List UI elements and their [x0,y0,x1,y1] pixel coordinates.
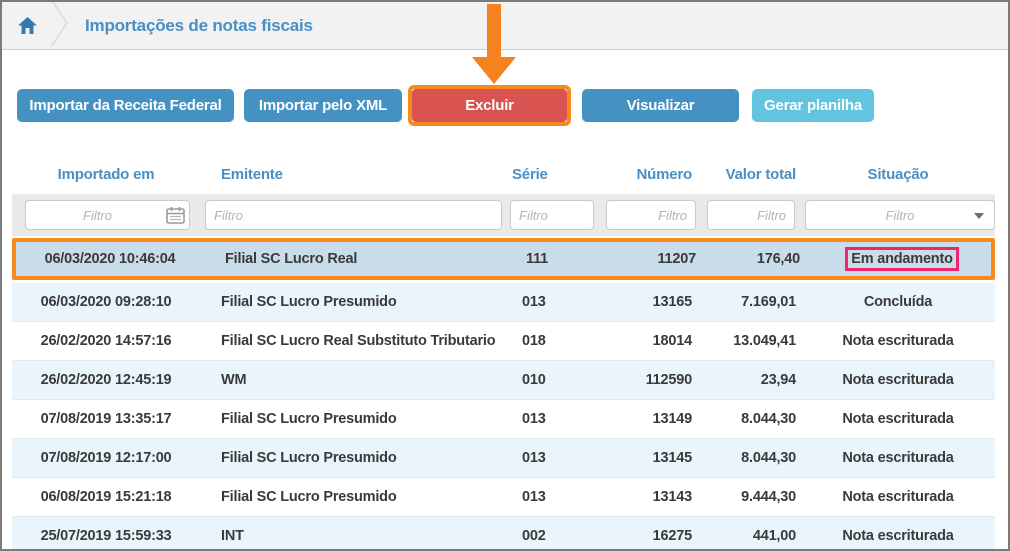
cell-numero: 18014 [652,333,693,349]
cell-situacao: Em andamento [805,246,999,272]
cell-emitente: Filial SC Lucro Presumido [221,489,397,505]
excluir-button[interactable]: Excluir [412,89,567,122]
cell-serie: 013 [522,489,546,505]
col-header-importado-em[interactable]: Importado em [57,165,155,183]
table-row[interactable]: 26/02/2020 14:57:16 Filial SC Lucro Real… [12,322,995,361]
cell-situacao: Nota escriturada [842,411,954,427]
filter-serie-input[interactable] [510,200,594,230]
importar-receita-federal-button[interactable]: Importar da Receita Federal [17,89,234,122]
cell-serie: 002 [522,528,546,544]
table-row[interactable]: 07/08/2019 12:17:00 Filial SC Lucro Pres… [12,439,995,478]
cell-valor-total: 7.169,01 [741,294,796,310]
cell-situacao: Nota escriturada [842,528,954,544]
callout-arrow-icon [472,4,516,84]
cell-serie: 013 [522,411,546,427]
cell-situacao: Nota escriturada [842,489,954,505]
chevron-right-icon [49,2,71,52]
filter-row: Filtro [12,194,995,236]
cell-valor-total: 441,00 [752,528,796,544]
table-row[interactable]: 25/07/2019 15:59:33 INT 002 16275 441,00… [12,517,995,549]
filter-situacao-placeholder: Filtro [885,207,915,223]
table-row[interactable]: 06/08/2019 15:21:18 Filial SC Lucro Pres… [12,478,995,517]
col-header-valor-total[interactable]: Valor total [725,165,797,183]
col-header-emitente[interactable]: Emitente [221,165,283,183]
cell-serie: 010 [522,372,546,388]
cell-serie: 013 [522,294,546,310]
cell-importado-em: 06/03/2020 09:28:10 [40,294,172,310]
cell-situacao: Concluída [863,294,933,310]
breadcrumb: Importações de notas fiscais [2,2,1008,50]
cell-importado-em: 07/08/2019 13:35:17 [40,411,172,427]
cell-numero: 112590 [645,372,693,388]
cell-valor-total: 13.049,41 [733,333,796,349]
home-icon[interactable] [18,17,37,34]
cell-situacao: Nota escriturada [842,372,954,388]
page-title: Importações de notas fiscais [85,15,313,35]
cell-emitente: Filial SC Lucro Real [225,251,358,267]
table-header-row: Importado em Emitente Série Número Valor… [12,154,995,194]
cell-numero: 16275 [652,528,693,544]
filter-situacao-select[interactable]: Filtro [805,200,995,230]
table-row[interactable]: 06/03/2020 10:46:04 Filial SC Lucro Real… [16,242,991,276]
col-header-serie[interactable]: Série [512,165,548,183]
table-row[interactable]: 26/02/2020 12:45:19 WM 010 112590 23,94 … [12,361,995,400]
calendar-icon[interactable] [166,206,185,224]
status-badge: Em andamento [845,246,959,272]
cell-emitente: INT [221,528,244,544]
cell-emitente: Filial SC Lucro Presumido [221,411,397,427]
cell-valor-total: 176,40 [756,251,800,267]
col-header-numero[interactable]: Número [636,165,693,183]
table-body: 06/03/2020 10:46:04 Filial SC Lucro Real… [12,238,995,549]
excluir-highlight-box: Excluir [408,85,571,126]
cell-importado-em: 26/02/2020 12:45:19 [40,372,172,388]
importar-xml-button[interactable]: Importar pelo XML [244,89,402,122]
cell-importado-em: 07/08/2019 12:17:00 [40,450,172,466]
gerar-planilha-button[interactable]: Gerar planilha [752,89,874,122]
cell-valor-total: 8.044,30 [741,411,796,427]
cell-valor-total: 8.044,30 [741,450,796,466]
cell-importado-em: 26/02/2020 14:57:16 [40,333,172,349]
toolbar: Importar da Receita Federal Importar pel… [2,85,1008,126]
cell-numero: 13143 [652,489,693,505]
cell-situacao: Nota escriturada [842,450,954,466]
cell-emitente: Filial SC Lucro Presumido [221,294,397,310]
cell-importado-em: 06/03/2020 10:46:04 [44,251,176,267]
visualizar-button[interactable]: Visualizar [582,89,739,122]
cell-serie: 013 [522,450,546,466]
cell-importado-em: 06/08/2019 15:21:18 [40,489,172,505]
col-header-situacao[interactable]: Situação [867,165,929,183]
cell-numero: 13165 [652,294,693,310]
selected-row-highlight: 06/03/2020 10:46:04 Filial SC Lucro Real… [12,238,995,280]
table-row[interactable]: 06/03/2020 09:28:10 Filial SC Lucro Pres… [12,283,995,322]
cell-importado-em: 25/07/2019 15:59:33 [40,528,172,544]
filter-emitente-input[interactable] [205,200,502,230]
cell-valor-total: 9.444,30 [741,489,796,505]
filter-importado-em-input[interactable] [25,200,190,230]
cell-emitente: Filial SC Lucro Real Substituto Tributar… [221,333,496,349]
cell-numero: 13145 [652,450,693,466]
cell-emitente: Filial SC Lucro Presumido [221,450,397,466]
cell-numero: 11207 [657,251,696,267]
cell-situacao: Nota escriturada [842,333,954,349]
filter-numero-input[interactable] [606,200,696,230]
filter-valor-total-input[interactable] [707,200,795,230]
cell-numero: 13149 [652,411,693,427]
cell-serie: 111 [526,251,548,267]
cell-valor-total: 23,94 [760,372,796,388]
table-row[interactable]: 07/08/2019 13:35:17 Filial SC Lucro Pres… [12,400,995,439]
cell-serie: 018 [522,333,546,349]
chevron-down-icon [974,213,984,219]
notas-fiscais-table: Importado em Emitente Série Número Valor… [12,154,995,549]
cell-emitente: WM [221,372,247,388]
